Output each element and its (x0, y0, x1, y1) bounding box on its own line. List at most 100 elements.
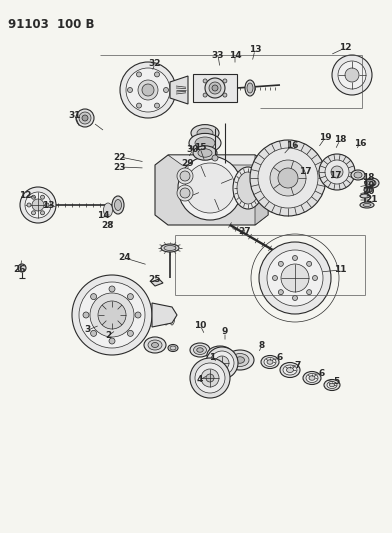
Circle shape (292, 295, 298, 301)
Circle shape (18, 264, 26, 272)
Circle shape (142, 84, 154, 96)
Circle shape (278, 261, 283, 266)
Text: 19: 19 (362, 181, 374, 190)
Ellipse shape (363, 204, 371, 206)
Ellipse shape (197, 128, 213, 138)
Circle shape (215, 356, 229, 370)
Circle shape (195, 363, 225, 393)
Ellipse shape (212, 349, 229, 361)
Circle shape (32, 199, 44, 211)
Ellipse shape (216, 352, 224, 358)
Text: 1: 1 (209, 353, 215, 362)
Circle shape (20, 187, 56, 223)
Text: 29: 29 (181, 158, 194, 167)
Text: 91103  100 B: 91103 100 B (8, 18, 94, 31)
Ellipse shape (324, 379, 340, 391)
Ellipse shape (207, 346, 233, 364)
Ellipse shape (354, 172, 362, 178)
Circle shape (212, 85, 218, 91)
Ellipse shape (226, 350, 254, 370)
Text: 18: 18 (362, 174, 374, 182)
Ellipse shape (164, 246, 176, 251)
Ellipse shape (280, 362, 300, 377)
Circle shape (203, 93, 207, 97)
Ellipse shape (168, 344, 178, 351)
Text: 16: 16 (354, 139, 366, 148)
Text: 12: 12 (339, 44, 351, 52)
Ellipse shape (195, 137, 215, 149)
Circle shape (109, 286, 115, 292)
Text: 20: 20 (362, 188, 374, 197)
Circle shape (281, 264, 309, 292)
Circle shape (98, 301, 126, 329)
Ellipse shape (144, 337, 166, 353)
Text: 9: 9 (222, 327, 228, 336)
Circle shape (332, 55, 372, 95)
Ellipse shape (368, 180, 376, 186)
Circle shape (212, 155, 218, 161)
Ellipse shape (236, 357, 245, 364)
Ellipse shape (261, 356, 279, 368)
Text: 11: 11 (334, 265, 346, 274)
Circle shape (136, 103, 142, 108)
Ellipse shape (148, 340, 162, 350)
Circle shape (109, 338, 115, 344)
Ellipse shape (330, 383, 334, 387)
Text: 13: 13 (42, 200, 54, 209)
Circle shape (312, 276, 318, 280)
Circle shape (45, 203, 49, 207)
Text: 17: 17 (328, 171, 341, 180)
Text: 26: 26 (14, 265, 26, 274)
Text: 24: 24 (119, 254, 131, 262)
Circle shape (83, 312, 89, 318)
Circle shape (223, 79, 227, 83)
Ellipse shape (360, 202, 374, 208)
Circle shape (345, 68, 359, 82)
Circle shape (27, 203, 31, 207)
Text: 33: 33 (212, 51, 224, 60)
Text: 16: 16 (286, 141, 298, 149)
Circle shape (31, 211, 36, 215)
Ellipse shape (198, 149, 212, 157)
Circle shape (126, 68, 170, 112)
Circle shape (72, 275, 152, 355)
Ellipse shape (365, 180, 375, 187)
Circle shape (259, 242, 331, 314)
Circle shape (338, 61, 366, 89)
Text: 3: 3 (85, 326, 91, 335)
Circle shape (325, 160, 349, 184)
Circle shape (127, 294, 133, 300)
Circle shape (190, 358, 230, 398)
Text: 14: 14 (229, 51, 241, 60)
Circle shape (120, 62, 176, 118)
Circle shape (272, 276, 278, 280)
Circle shape (79, 282, 145, 348)
Text: 31: 31 (69, 110, 81, 119)
Polygon shape (152, 303, 177, 327)
Circle shape (278, 289, 283, 295)
Ellipse shape (237, 172, 259, 204)
Text: 17: 17 (299, 167, 311, 176)
Circle shape (307, 261, 312, 266)
Circle shape (177, 185, 193, 201)
Text: 6: 6 (277, 353, 283, 362)
Circle shape (180, 188, 190, 198)
Polygon shape (170, 76, 188, 104)
Text: 8: 8 (259, 342, 265, 351)
Text: 30: 30 (187, 146, 199, 155)
Circle shape (206, 374, 214, 382)
Circle shape (270, 160, 306, 196)
Circle shape (331, 166, 343, 178)
Polygon shape (168, 155, 268, 165)
Circle shape (278, 168, 298, 188)
Text: 27: 27 (239, 228, 251, 237)
Text: 4: 4 (197, 376, 203, 384)
Circle shape (319, 154, 355, 190)
Circle shape (147, 70, 157, 80)
Circle shape (135, 312, 141, 318)
Circle shape (127, 330, 133, 336)
Circle shape (82, 115, 88, 121)
Ellipse shape (327, 382, 337, 389)
Text: 14: 14 (97, 211, 109, 220)
Text: 7: 7 (295, 360, 301, 369)
